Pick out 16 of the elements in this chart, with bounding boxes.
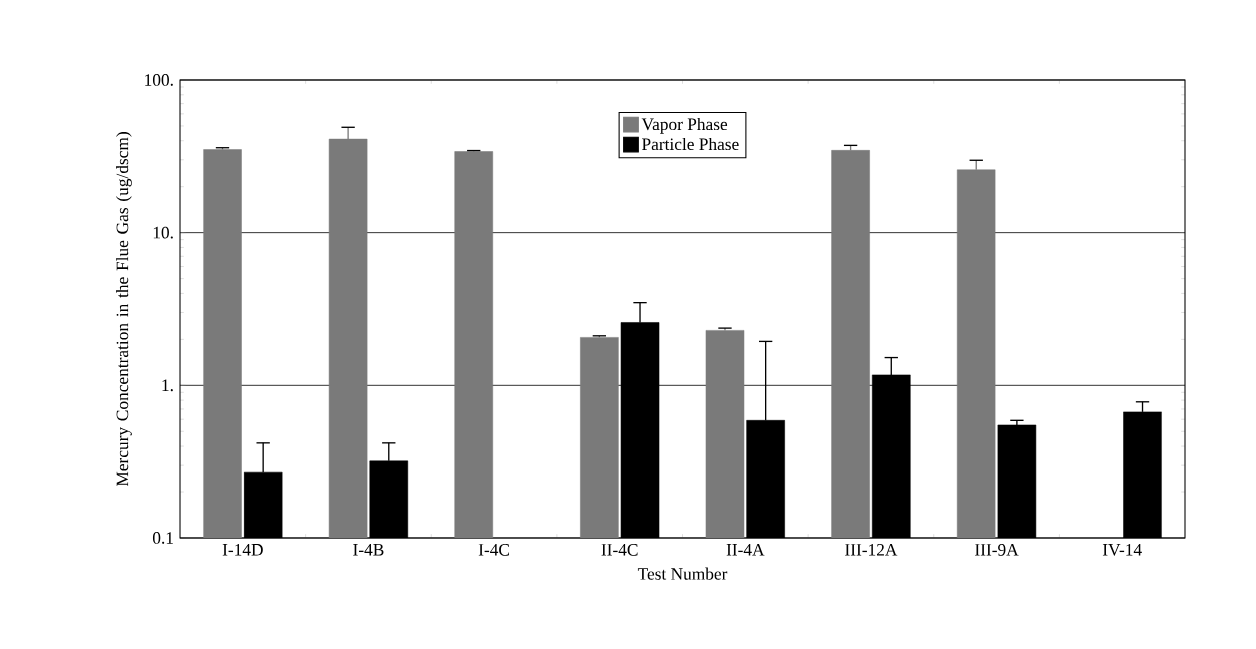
y-tick-label: 10. bbox=[153, 226, 173, 239]
y-tick-label: 0.1 bbox=[152, 532, 173, 544]
y-axis-title: Mercury Concentration in the Flue Gas (ug/dscm) bbox=[116, 132, 132, 487]
x-tick-label: II-4A bbox=[726, 544, 765, 556]
x-tick-label: III-9A bbox=[975, 544, 1019, 556]
x-axis-title: Test Number bbox=[637, 567, 728, 580]
y-tick-label: 1. bbox=[162, 379, 173, 392]
x-tick-label: I-14D bbox=[222, 544, 263, 556]
x-tick-label: III-12A bbox=[845, 544, 898, 556]
legend-label: Particle Phase bbox=[642, 137, 739, 151]
x-tick-label: I-4B bbox=[353, 544, 384, 556]
x-tick-label: II-4C bbox=[601, 544, 638, 556]
legend-label: Vapor Phase bbox=[641, 117, 728, 134]
x-tick-label: I-4C bbox=[478, 544, 509, 556]
x-tick-label: IV-14 bbox=[1102, 544, 1142, 556]
y-tick-label: 100. bbox=[145, 74, 173, 86]
